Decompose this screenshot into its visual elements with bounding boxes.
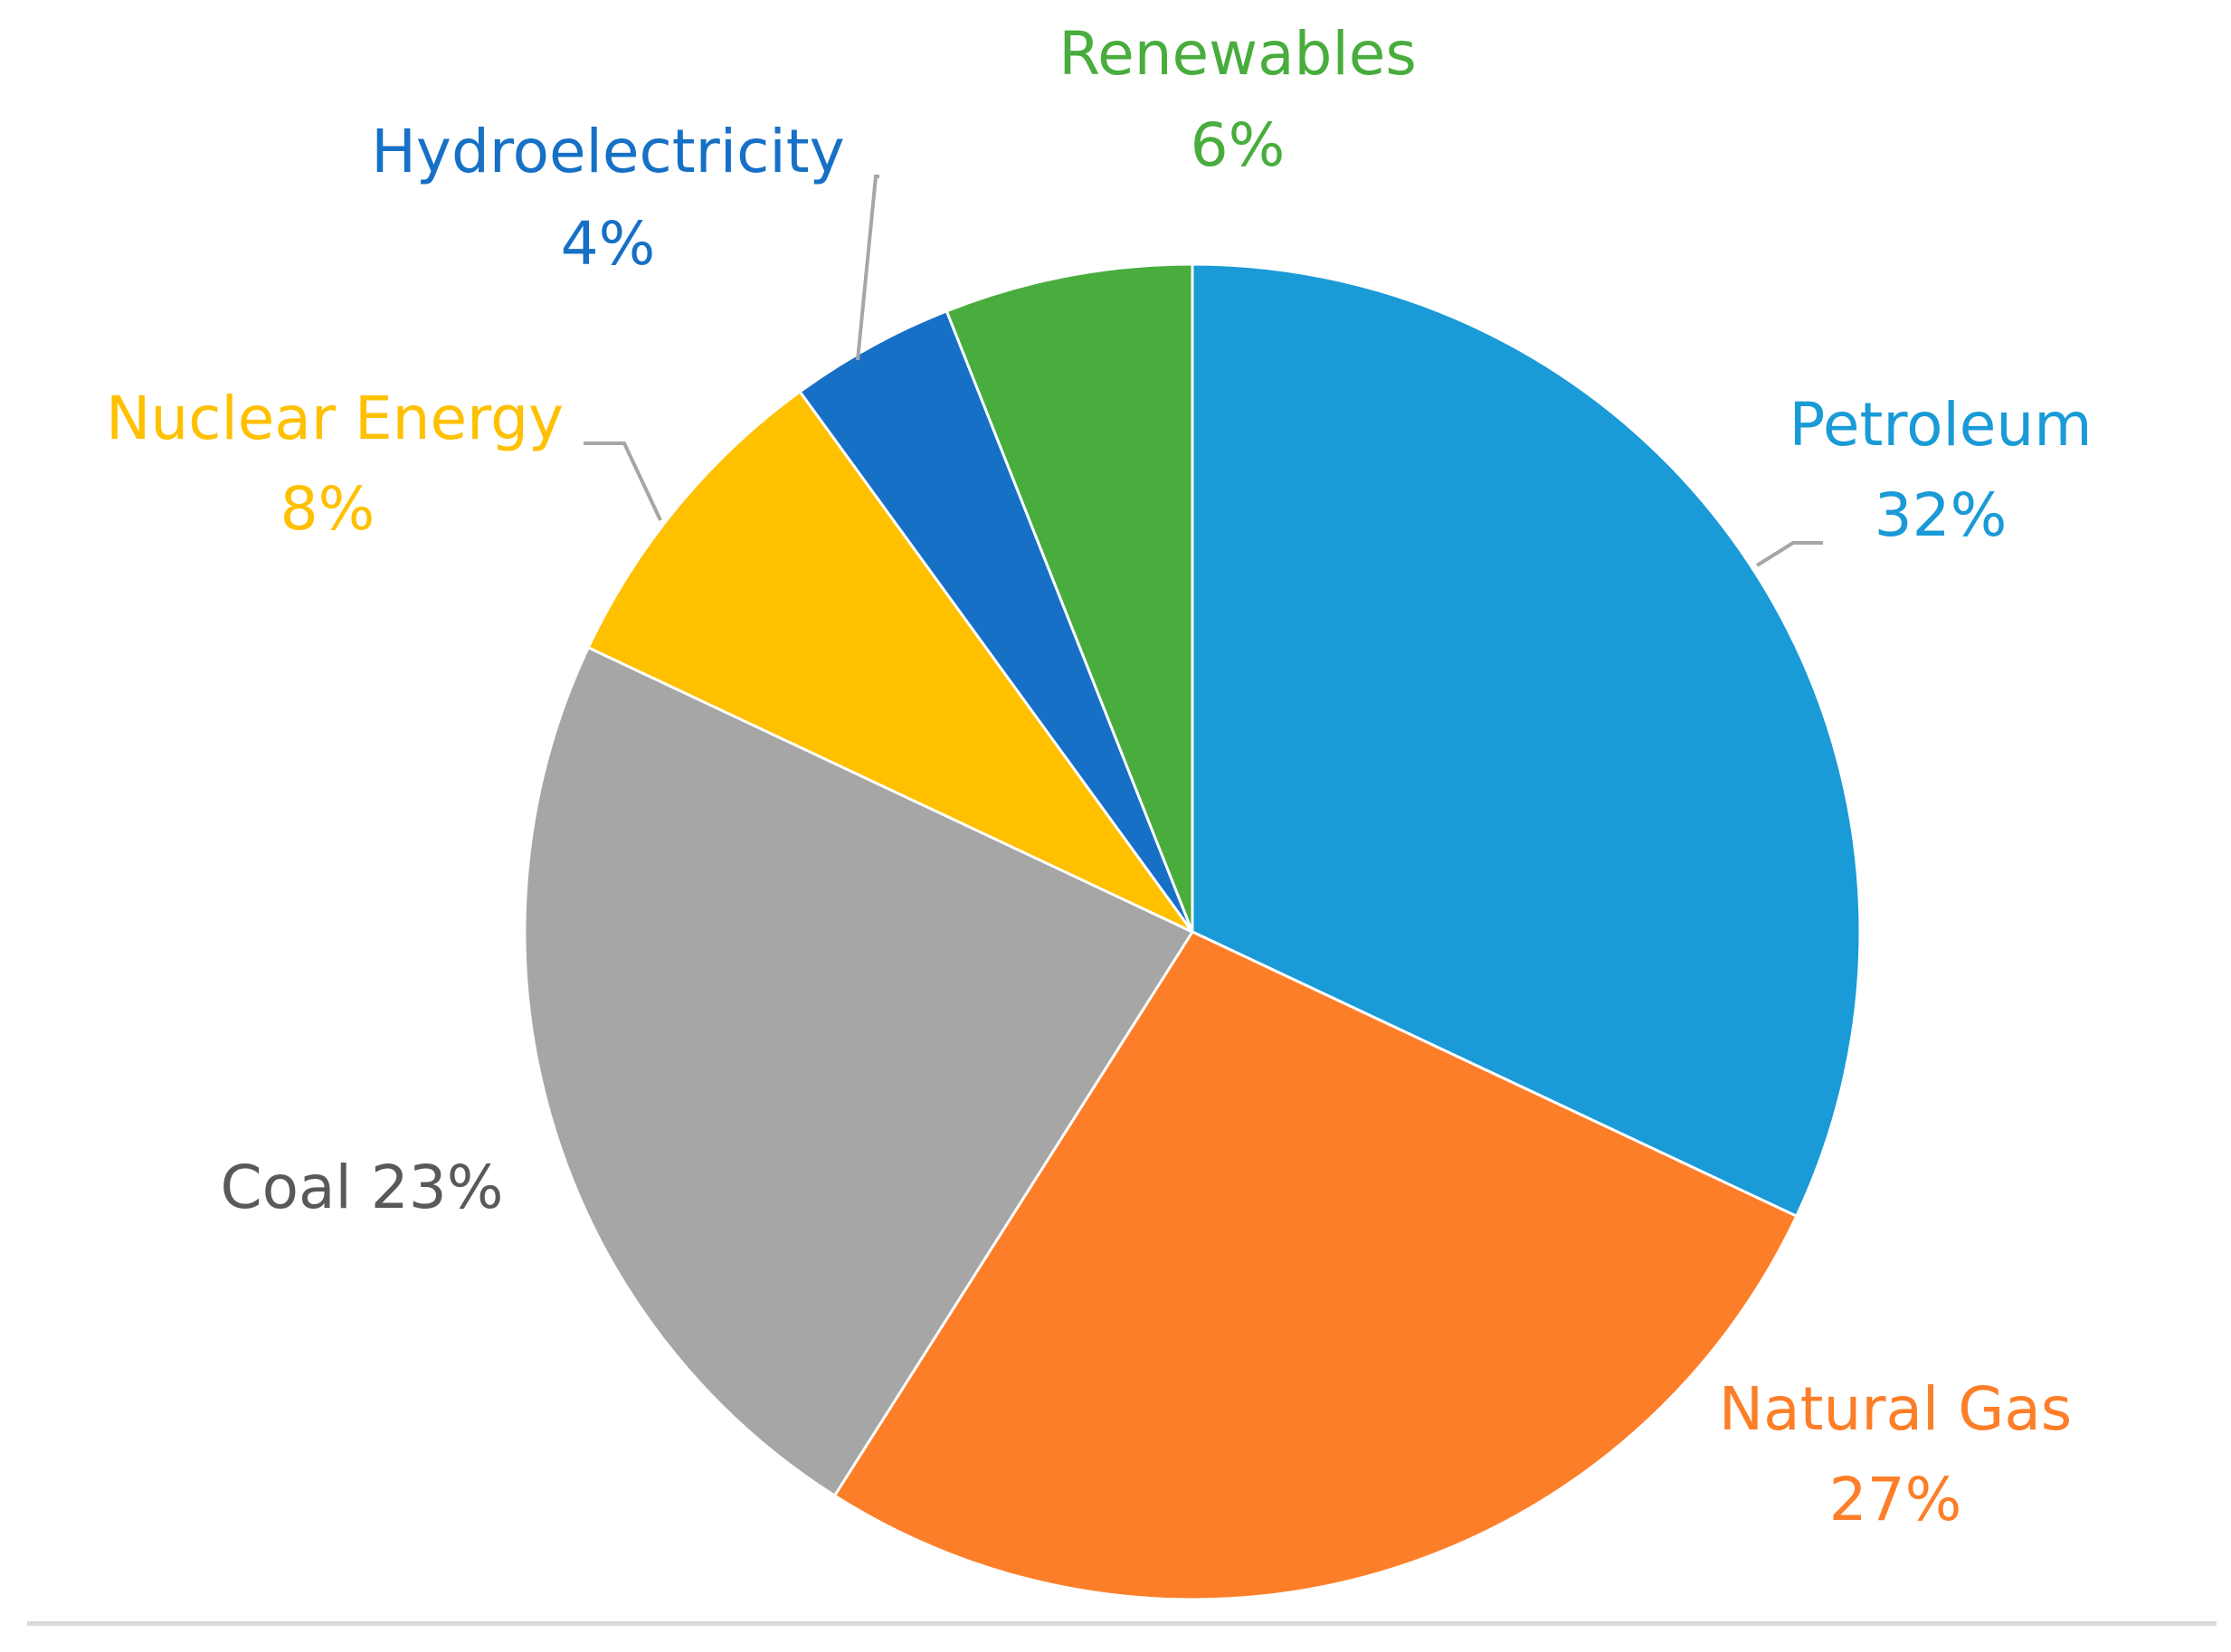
slice-label-coal: Coal 23%	[221, 1153, 504, 1222]
slice-name-nuclear-energy: Nuclear Energy	[106, 384, 564, 453]
leader-line-nuclear-energy	[584, 441, 662, 521]
slice-value-natural-gas: 27%	[1829, 1465, 1962, 1534]
slice-label-nuclear-energy: Nuclear Energy 8%	[106, 384, 564, 544]
slice-label-natural-gas: Natural Gas 27%	[1719, 1374, 2072, 1534]
slice-name-hydroelectricity: Hydroelectricity	[371, 117, 844, 186]
slice-label-hydroelectricity: Hydroelectricity 4%	[371, 117, 844, 279]
slice-value-petroleum: 32%	[1875, 480, 2008, 550]
pie-slice-hydroelectricity	[798, 309, 1194, 933]
slice-name-renewables: Renewables	[1059, 19, 1417, 89]
slice-value-hydroelectricity: 4%	[561, 209, 656, 279]
pie-slice-coal	[523, 645, 1195, 1498]
slice-label-petroleum: Petroleum 32%	[1789, 390, 2092, 550]
slices-layer	[523, 262, 1862, 1601]
pie-slice-natural-gas	[832, 930, 1799, 1601]
pie-slice-nuclear-energy	[586, 389, 1194, 934]
slice-name-value-coal: Coal 23%	[221, 1153, 504, 1222]
pie-slice-renewables	[945, 262, 1194, 933]
slice-name-natural-gas: Natural Gas	[1719, 1374, 2072, 1444]
slice-label-renewables: Renewables 6%	[1059, 19, 1417, 180]
leader-line-petroleum	[1755, 541, 1823, 567]
leader-lines-layer	[584, 175, 1823, 567]
slice-value-nuclear-energy: 8%	[280, 474, 375, 544]
bottom-divider	[27, 1621, 2217, 1626]
slice-name-petroleum: Petroleum	[1789, 390, 2092, 460]
slice-value-renewables: 6%	[1191, 110, 1286, 180]
pie-slice-petroleum	[1191, 262, 1862, 1219]
slice-labels-layer: Petroleum 32% Natural Gas 27% Coal 23% Nuclea…	[106, 19, 2093, 1534]
leader-line-hydroelectricity	[856, 175, 879, 361]
